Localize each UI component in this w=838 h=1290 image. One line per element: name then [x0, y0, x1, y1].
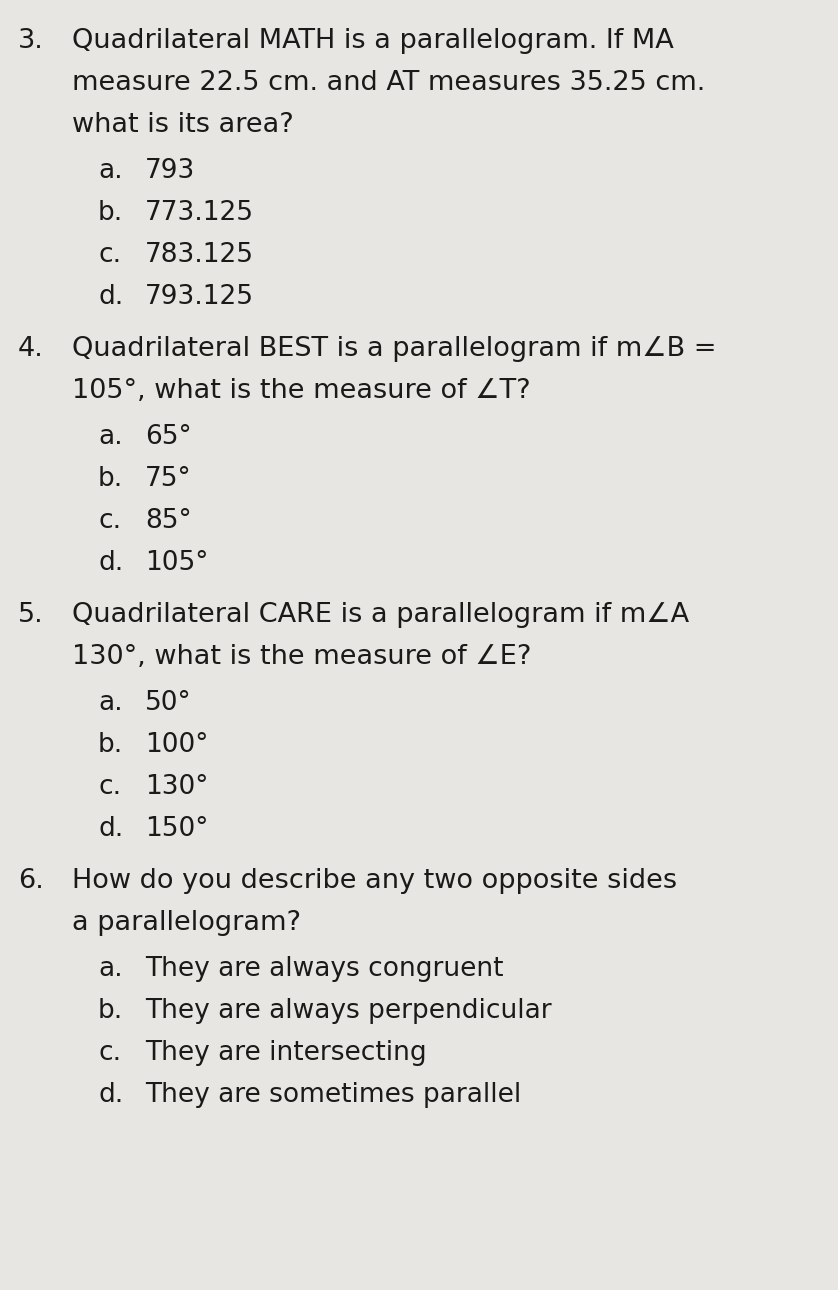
Text: d.: d.: [98, 284, 123, 310]
Text: They are always perpendicular: They are always perpendicular: [145, 998, 551, 1024]
Text: what is its area?: what is its area?: [72, 112, 294, 138]
Text: They are sometimes parallel: They are sometimes parallel: [145, 1082, 521, 1108]
Text: Quadrilateral BEST is a parallelogram if m∠B =: Quadrilateral BEST is a parallelogram if…: [72, 335, 716, 362]
Text: c.: c.: [98, 508, 122, 534]
Text: 85°: 85°: [145, 508, 192, 534]
Text: How do you describe any two opposite sides: How do you describe any two opposite sid…: [72, 868, 677, 894]
Text: b.: b.: [98, 200, 123, 226]
Text: 50°: 50°: [145, 690, 192, 716]
Text: b.: b.: [98, 466, 123, 491]
Text: measure 22.5 cm. and AT measures 35.25 cm.: measure 22.5 cm. and AT measures 35.25 c…: [72, 70, 706, 95]
Text: a.: a.: [98, 424, 122, 450]
Text: 793.125: 793.125: [145, 284, 254, 310]
Text: a.: a.: [98, 956, 122, 982]
Text: 105°, what is the measure of ∠T?: 105°, what is the measure of ∠T?: [72, 378, 530, 404]
Text: c.: c.: [98, 243, 122, 268]
Text: 100°: 100°: [145, 731, 209, 759]
Text: Quadrilateral CARE is a parallelogram if m∠A: Quadrilateral CARE is a parallelogram if…: [72, 602, 689, 628]
Text: d.: d.: [98, 817, 123, 842]
Text: 75°: 75°: [145, 466, 192, 491]
Text: 130°: 130°: [145, 774, 209, 800]
Text: 4.: 4.: [18, 335, 44, 362]
Text: a parallelogram?: a parallelogram?: [72, 909, 301, 937]
Text: 3.: 3.: [18, 28, 44, 54]
Text: b.: b.: [98, 731, 123, 759]
Text: 65°: 65°: [145, 424, 192, 450]
Text: d.: d.: [98, 1082, 123, 1108]
Text: 105°: 105°: [145, 550, 209, 577]
Text: 6.: 6.: [18, 868, 44, 894]
Text: c.: c.: [98, 1040, 122, 1066]
Text: They are intersecting: They are intersecting: [145, 1040, 427, 1066]
Text: 773.125: 773.125: [145, 200, 254, 226]
Text: They are always congruent: They are always congruent: [145, 956, 504, 982]
Text: d.: d.: [98, 550, 123, 577]
Text: 130°, what is the measure of ∠E?: 130°, what is the measure of ∠E?: [72, 644, 531, 670]
Text: 150°: 150°: [145, 817, 209, 842]
Text: 5.: 5.: [18, 602, 44, 628]
Text: a.: a.: [98, 690, 122, 716]
Text: Quadrilateral MATH is a parallelogram. If MA: Quadrilateral MATH is a parallelogram. I…: [72, 28, 674, 54]
Text: b.: b.: [98, 998, 123, 1024]
Text: c.: c.: [98, 774, 122, 800]
Text: a.: a.: [98, 157, 122, 184]
Text: 793: 793: [145, 157, 195, 184]
Text: 783.125: 783.125: [145, 243, 254, 268]
